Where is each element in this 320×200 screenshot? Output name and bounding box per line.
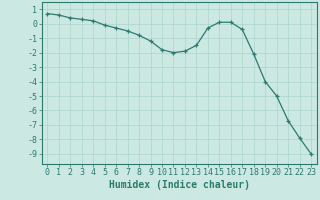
X-axis label: Humidex (Indice chaleur): Humidex (Indice chaleur) xyxy=(109,180,250,190)
